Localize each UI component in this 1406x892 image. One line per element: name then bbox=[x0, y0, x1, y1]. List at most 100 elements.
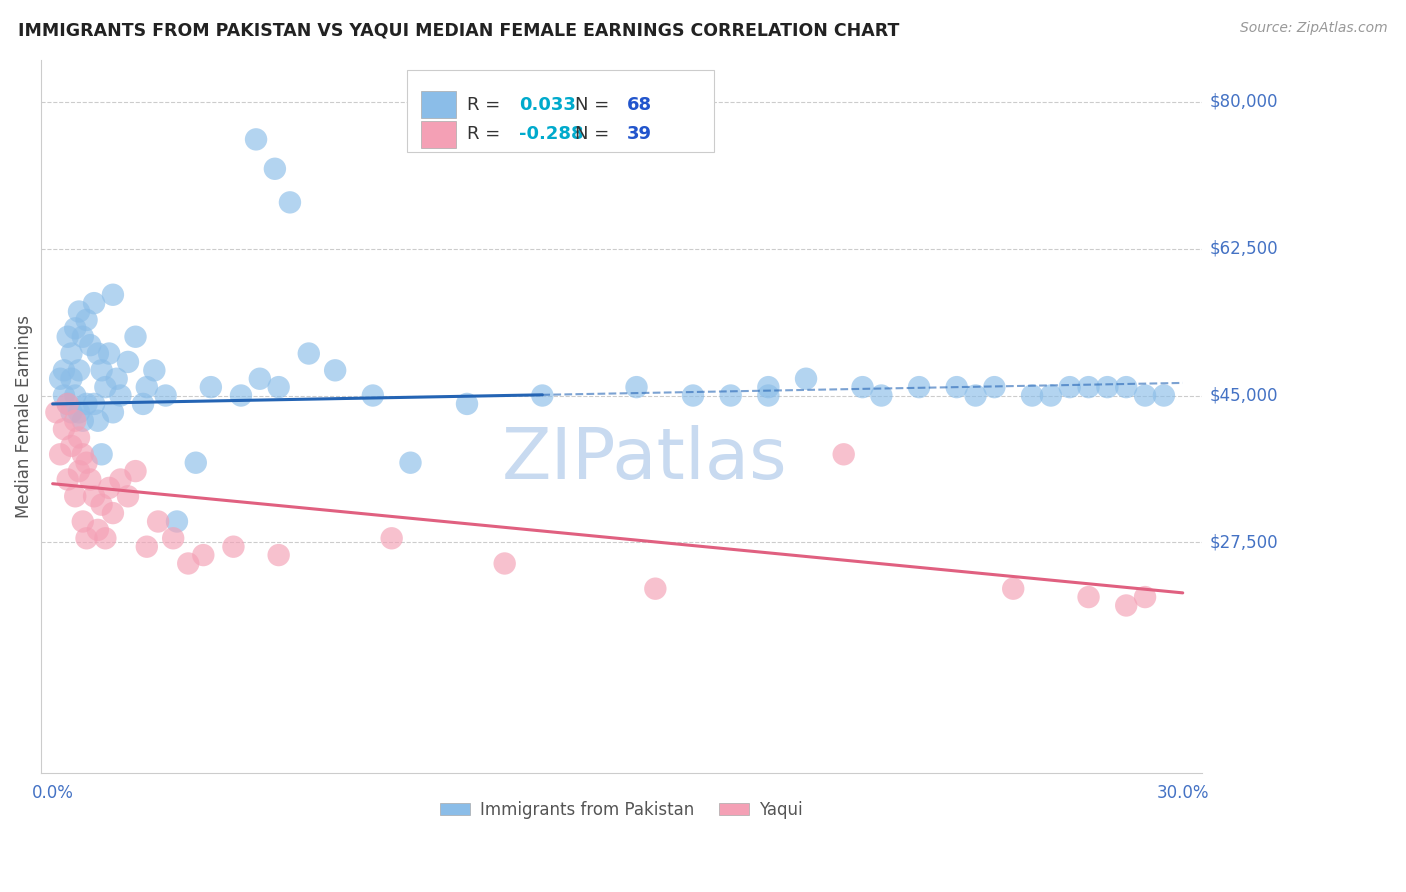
Text: IMMIGRANTS FROM PAKISTAN VS YAQUI MEDIAN FEMALE EARNINGS CORRELATION CHART: IMMIGRANTS FROM PAKISTAN VS YAQUI MEDIAN… bbox=[18, 21, 900, 39]
Point bbox=[682, 388, 704, 402]
Legend: Immigrants from Pakistan, Yaqui: Immigrants from Pakistan, Yaqui bbox=[433, 795, 810, 826]
Point bbox=[135, 380, 157, 394]
Point bbox=[177, 557, 200, 571]
Point bbox=[98, 346, 121, 360]
Point bbox=[65, 388, 87, 402]
Point bbox=[67, 464, 90, 478]
Point bbox=[1115, 380, 1137, 394]
Point bbox=[1097, 380, 1119, 394]
Point bbox=[531, 388, 554, 402]
Point bbox=[1133, 590, 1156, 604]
Point bbox=[1059, 380, 1081, 394]
Point bbox=[56, 330, 79, 344]
Text: N =: N = bbox=[575, 95, 614, 114]
Point bbox=[278, 195, 301, 210]
Point bbox=[117, 355, 139, 369]
Point bbox=[101, 287, 124, 301]
Text: $80,000: $80,000 bbox=[1211, 93, 1278, 111]
Point bbox=[146, 515, 169, 529]
Text: R =: R = bbox=[467, 126, 506, 144]
Point bbox=[67, 405, 90, 419]
Point bbox=[162, 531, 184, 545]
Point bbox=[90, 447, 112, 461]
Point bbox=[87, 414, 110, 428]
Point bbox=[1153, 388, 1175, 402]
Point bbox=[870, 388, 893, 402]
Point bbox=[794, 372, 817, 386]
Point bbox=[76, 456, 98, 470]
Point bbox=[79, 338, 101, 352]
Point bbox=[45, 405, 67, 419]
Point bbox=[983, 380, 1005, 394]
Point bbox=[60, 372, 83, 386]
Point bbox=[456, 397, 478, 411]
Point bbox=[143, 363, 166, 377]
Point bbox=[60, 439, 83, 453]
Point bbox=[76, 397, 98, 411]
Point bbox=[72, 447, 94, 461]
Point bbox=[1077, 590, 1099, 604]
Point bbox=[110, 388, 132, 402]
Point bbox=[193, 548, 215, 562]
Point bbox=[756, 380, 779, 394]
Point bbox=[56, 397, 79, 411]
Point bbox=[52, 388, 75, 402]
Point bbox=[67, 430, 90, 444]
Point bbox=[644, 582, 666, 596]
Point bbox=[94, 531, 117, 545]
Point bbox=[1002, 582, 1025, 596]
Point bbox=[1133, 388, 1156, 402]
Point bbox=[76, 313, 98, 327]
Point bbox=[945, 380, 967, 394]
Point bbox=[756, 388, 779, 402]
Point bbox=[56, 397, 79, 411]
Point bbox=[200, 380, 222, 394]
Point bbox=[52, 363, 75, 377]
Point bbox=[90, 498, 112, 512]
Point bbox=[56, 473, 79, 487]
FancyBboxPatch shape bbox=[406, 70, 714, 153]
Point bbox=[87, 346, 110, 360]
Point bbox=[87, 523, 110, 537]
Text: $62,500: $62,500 bbox=[1211, 240, 1278, 258]
Point bbox=[1039, 388, 1062, 402]
Point bbox=[135, 540, 157, 554]
Y-axis label: Median Female Earnings: Median Female Earnings bbox=[15, 315, 32, 518]
Point bbox=[65, 321, 87, 335]
Point bbox=[155, 388, 177, 402]
Text: 68: 68 bbox=[627, 95, 652, 114]
Text: ZIPatlas: ZIPatlas bbox=[502, 425, 787, 494]
Point bbox=[381, 531, 404, 545]
Point bbox=[94, 380, 117, 394]
Text: 39: 39 bbox=[627, 126, 652, 144]
Point bbox=[83, 296, 105, 310]
Point bbox=[60, 405, 83, 419]
FancyBboxPatch shape bbox=[420, 120, 456, 148]
Point bbox=[1077, 380, 1099, 394]
Point bbox=[65, 489, 87, 503]
Point bbox=[222, 540, 245, 554]
Point bbox=[832, 447, 855, 461]
Point bbox=[67, 363, 90, 377]
Point bbox=[49, 447, 72, 461]
Point bbox=[908, 380, 931, 394]
Point bbox=[851, 380, 873, 394]
Point bbox=[626, 380, 648, 394]
Point bbox=[166, 515, 188, 529]
Point bbox=[720, 388, 742, 402]
Text: $27,500: $27,500 bbox=[1211, 533, 1278, 551]
Point bbox=[72, 414, 94, 428]
Point bbox=[49, 372, 72, 386]
Point bbox=[79, 473, 101, 487]
Point bbox=[132, 397, 155, 411]
FancyBboxPatch shape bbox=[420, 91, 456, 119]
Point bbox=[60, 346, 83, 360]
Point bbox=[110, 473, 132, 487]
Point bbox=[72, 515, 94, 529]
Point bbox=[399, 456, 422, 470]
Text: Source: ZipAtlas.com: Source: ZipAtlas.com bbox=[1240, 21, 1388, 36]
Point bbox=[267, 548, 290, 562]
Point bbox=[76, 531, 98, 545]
Point bbox=[83, 489, 105, 503]
Text: R =: R = bbox=[467, 95, 506, 114]
